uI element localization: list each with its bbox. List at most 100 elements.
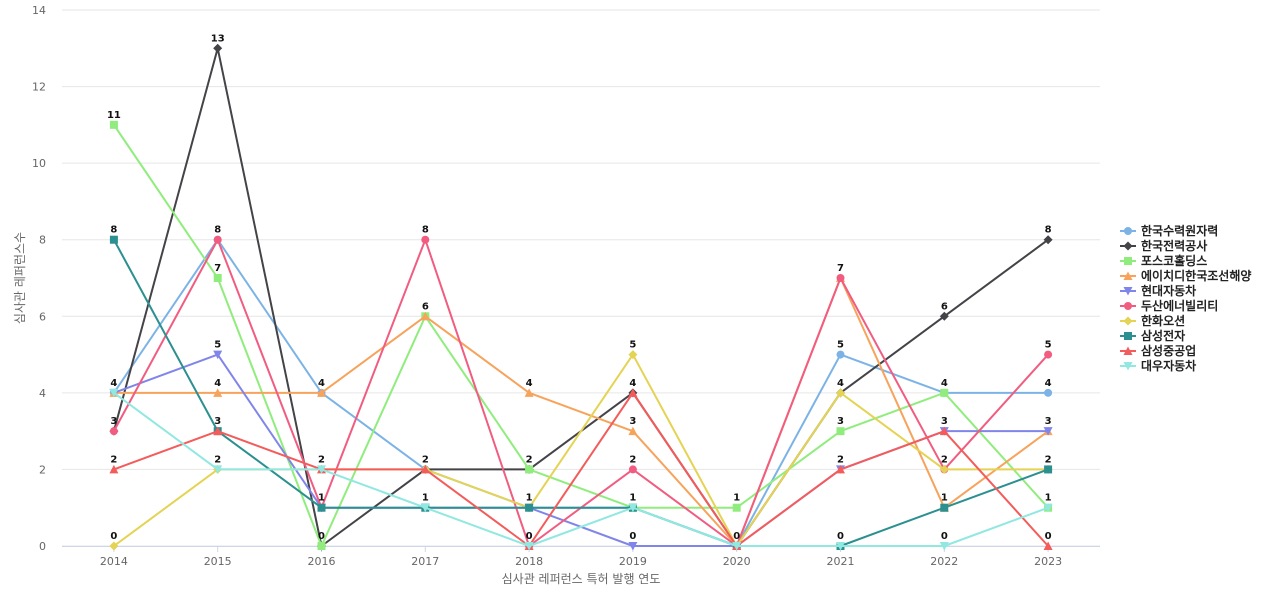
legend-label: 한국전력공사 [1141,238,1207,253]
data-label: 2 [214,454,221,465]
series-line [112,47,1049,547]
data-point [213,465,223,474]
data-label: 2 [110,454,117,465]
data-point [420,311,430,321]
x-axis-title: 심사관 레퍼런스 특허 발행 연도 [502,571,661,586]
data-point [213,43,223,53]
legend-label: 대우자동차 [1141,358,1196,373]
legend-marker [1123,346,1133,355]
data-label: 4 [629,378,636,389]
legend-item[interactable]: 두산에너빌리티 [1120,298,1218,313]
y-tick-label: 0 [39,540,46,553]
x-tick-label: 2023 [1034,555,1062,568]
data-label: 4 [214,378,221,389]
data-point [109,388,119,398]
data-label: 1 [733,493,740,504]
data-point [732,503,741,512]
legend-label: 두산에너빌리티 [1141,298,1218,313]
data-label: 4 [837,378,844,389]
data-point [421,235,430,244]
data-label: 1 [1045,493,1052,504]
data-point [836,542,845,551]
data-point [1043,503,1053,513]
data-point [628,388,638,397]
legend-marker [1124,302,1132,310]
data-point [317,542,326,550]
data-point [940,388,949,397]
data-point [109,427,118,436]
legend-item[interactable]: 포스코홀딩스 [1120,253,1207,268]
data-label: 8 [214,225,221,236]
data-point [1043,541,1053,550]
data-point [1044,350,1053,359]
data-point [213,350,223,360]
series-line [113,353,1049,547]
data-label: 0 [318,531,325,542]
data-point [628,350,638,360]
data-point [836,464,845,474]
data-label: 0 [110,531,117,542]
data-point [317,465,326,474]
data-label: 2 [941,454,948,465]
legend-item[interactable]: 삼성중공업 [1120,343,1196,358]
legend: 한국수력원자력한국전력공사포스코홀딩스에이치디한국조선해양현대자동차두산에너빌리… [1120,223,1251,373]
data-label: 8 [1045,225,1052,236]
legend-marker [1123,241,1133,251]
series-line [113,391,1049,547]
legend-item[interactable]: 한화오션 [1120,313,1185,328]
y-tick-label: 2 [39,463,46,476]
y-tick-label: 14 [32,4,46,17]
data-point [213,274,222,282]
legend-item[interactable]: 에이치디한국조선해양 [1120,268,1251,283]
legend-label: 삼성중공업 [1141,343,1196,358]
legend-item[interactable]: 한국수력원자력 [1120,223,1218,238]
data-point [420,503,430,513]
x-tick-label: 2014 [100,555,128,568]
data-label: 7 [837,263,844,274]
data-point [939,426,949,436]
data-label: 4 [526,378,533,389]
y-axis-title: 심사관 레퍼런스수 [13,232,27,324]
legend-item[interactable]: 대우자동차 [1120,358,1196,373]
legend-item[interactable]: 삼성전자 [1120,328,1185,343]
data-point [109,235,118,244]
data-label: 2 [318,454,325,465]
data-label: 2 [526,454,533,465]
data-point [836,427,845,436]
data-label: 3 [1045,416,1052,427]
data-point [628,465,637,474]
data-label: 1 [629,493,636,504]
legend-item[interactable]: 현대자동차 [1120,283,1196,298]
data-point [525,465,534,474]
legend-item[interactable]: 한국전력공사 [1120,238,1207,253]
series-line [113,277,1049,547]
legend-marker [1123,271,1133,280]
data-label: 3 [837,416,844,427]
x-tick-label: 2022 [930,555,958,568]
data-point [213,426,223,436]
series-9 [109,388,1053,551]
data-point [836,350,845,359]
legend-marker [1124,227,1132,235]
x-tick-label: 2016 [308,555,336,568]
data-label: 3 [110,416,117,427]
x-tick-label: 2015 [204,555,232,568]
series-line [113,353,1049,547]
x-tick-label: 2018 [515,555,543,568]
legend-marker [1124,257,1132,265]
data-label: 13 [211,33,225,44]
data-point [109,120,118,129]
data-label: 0 [733,531,740,542]
data-point [836,274,845,282]
data-point [109,464,119,474]
data-label: 2 [1045,454,1052,465]
data-point [317,388,326,397]
data-label: 4 [1045,378,1052,389]
series-line [113,392,1049,547]
series-2 [109,120,1053,550]
data-point [939,311,949,321]
data-point [109,541,119,551]
